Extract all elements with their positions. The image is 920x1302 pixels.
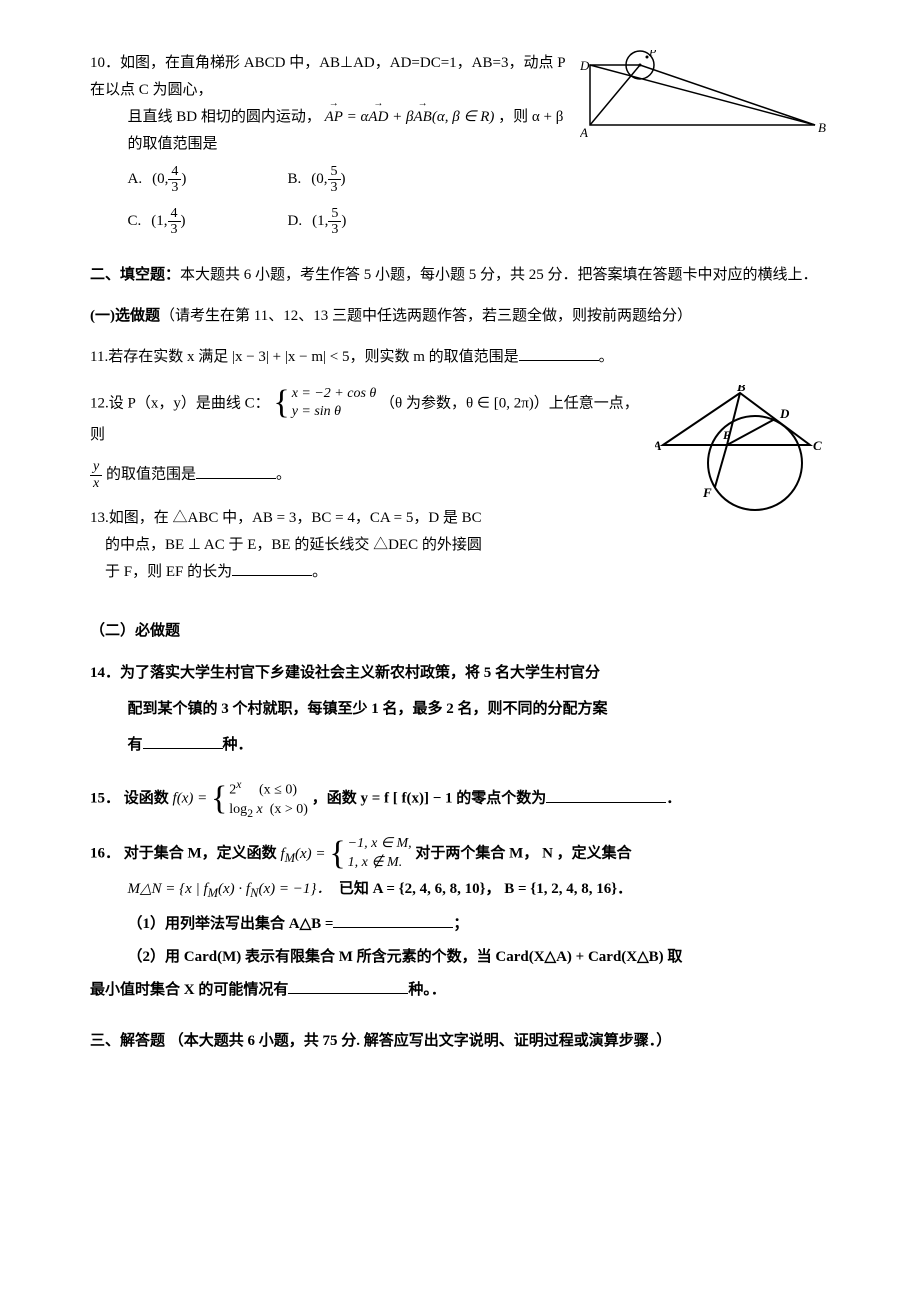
q13-line1: 13.如图，在 △ABC 中，AB = 3，BC = 4，CA = 5，D 是 … bbox=[90, 510, 482, 526]
q16-blank1 bbox=[333, 912, 453, 928]
q13-label-f: F bbox=[702, 485, 712, 500]
section-3-title: 三、解答题 （本大题共 6 小题，共 75 分. 解答应写出文字说明、证明过程或… bbox=[90, 1025, 830, 1058]
q10-option-d: D. (1, 53) bbox=[288, 206, 448, 238]
q13-figure: A B C D E F bbox=[655, 385, 830, 520]
q11-expr: |x − 3| + |x − m| < 5 bbox=[232, 349, 350, 365]
q13-label-d: D bbox=[779, 406, 790, 421]
label-p: P bbox=[648, 50, 657, 59]
q12-case1: x = −2 + cos θ bbox=[292, 385, 377, 404]
question-16: 16． 对于集合 M，定义函数 fM(x) = { −1, x ∈ M, 1, … bbox=[90, 835, 830, 1006]
q11-blank bbox=[519, 345, 599, 361]
q13-label-e: E bbox=[722, 428, 731, 442]
section2-sub-title: (一)选做题 bbox=[90, 308, 160, 324]
q13-svg: A B C D E F bbox=[655, 385, 830, 520]
section-2-sub: (一)选做题（请考生在第 11、12、13 三题中任选两题作答，若三题全做，则按… bbox=[90, 303, 830, 330]
q10-svg: D A B P bbox=[580, 50, 830, 145]
q12-q13-row: 12.设 P（x，y）是曲线 C： { x = −2 + cos θ y = s… bbox=[90, 385, 830, 601]
question-11: 11.若存在实数 x 满足 |x − 3| + |x − m| < 5，则实数 … bbox=[90, 344, 830, 371]
label-a: A bbox=[580, 125, 588, 140]
q15-case1: 2x (x ≤ 0) bbox=[229, 777, 308, 801]
q10-options: A. (0, 43) B. (0, 53) C. (1, 43) D. (1, … bbox=[128, 164, 566, 248]
section2-desc: 本大题共 6 小题，考生作答 5 小题，每小题 5 分，共 25 分．把答案填在… bbox=[180, 267, 818, 283]
q15-blank bbox=[546, 787, 666, 803]
q13-label-b: B bbox=[736, 385, 746, 394]
q10-figure: D A B P bbox=[580, 50, 830, 145]
q10-option-b: B. (0, 53) bbox=[288, 164, 448, 196]
q10-number: 10． bbox=[90, 55, 120, 71]
label-b: B bbox=[818, 120, 826, 135]
q16-case2: 1, x ∉ M. bbox=[348, 854, 412, 873]
question-12: 12.设 P（x，y）是曲线 C： { x = −2 + cos θ y = s… bbox=[90, 385, 640, 492]
question-14: 14．为了落实大学生村官下乡建设社会主义新农村政策，将 5 名大学生村官分 配到… bbox=[90, 655, 830, 763]
q13-line2: 的中点，BE ⊥ AC 于 E，BE 的延长线交 △DEC 的外接圆 bbox=[105, 537, 482, 553]
q16-case1: −1, x ∈ M, bbox=[348, 835, 412, 854]
q12-blank bbox=[196, 463, 276, 479]
q10-option-c: C. (1, 43) bbox=[128, 206, 288, 238]
q13-label-c: C bbox=[813, 438, 822, 453]
q10-option-a: A. (0, 43) bbox=[128, 164, 288, 196]
question-10: 10．如图，在直角梯形 ABCD 中，AB⊥AD，AD=DC=1，AB=3，动点… bbox=[90, 50, 830, 248]
q15-case2: log2 x (x > 0) bbox=[229, 801, 308, 822]
section-2-header: 二、填空题：本大题共 6 小题，考生作答 5 小题，每小题 5 分，共 25 分… bbox=[90, 262, 830, 289]
section-2b-title: （二）必做题 bbox=[90, 618, 830, 645]
q16-blank2 bbox=[288, 978, 408, 994]
q13-label-a: A bbox=[655, 438, 662, 453]
label-d: D bbox=[580, 58, 590, 73]
q12-case2: y = sin θ bbox=[292, 403, 377, 422]
q14-blank bbox=[143, 733, 223, 749]
q13-blank bbox=[232, 560, 312, 576]
section2-sub-desc: （请考生在第 11、12、13 三题中任选两题作答，若三题全做，则按前两题给分） bbox=[160, 308, 692, 324]
question-15: 15． 设函数 f(x) = { 2x (x ≤ 0) log2 x (x > … bbox=[90, 777, 830, 821]
section2-title: 二、填空题： bbox=[90, 267, 180, 283]
q10-line2: 且直线 BD 相切的圆内运动， AP = αAD + βAB(α, β ∈ R)… bbox=[90, 104, 565, 158]
question-13: 13.如图，在 △ABC 中，AB = 3，BC = 4，CA = 5，D 是 … bbox=[90, 505, 640, 586]
